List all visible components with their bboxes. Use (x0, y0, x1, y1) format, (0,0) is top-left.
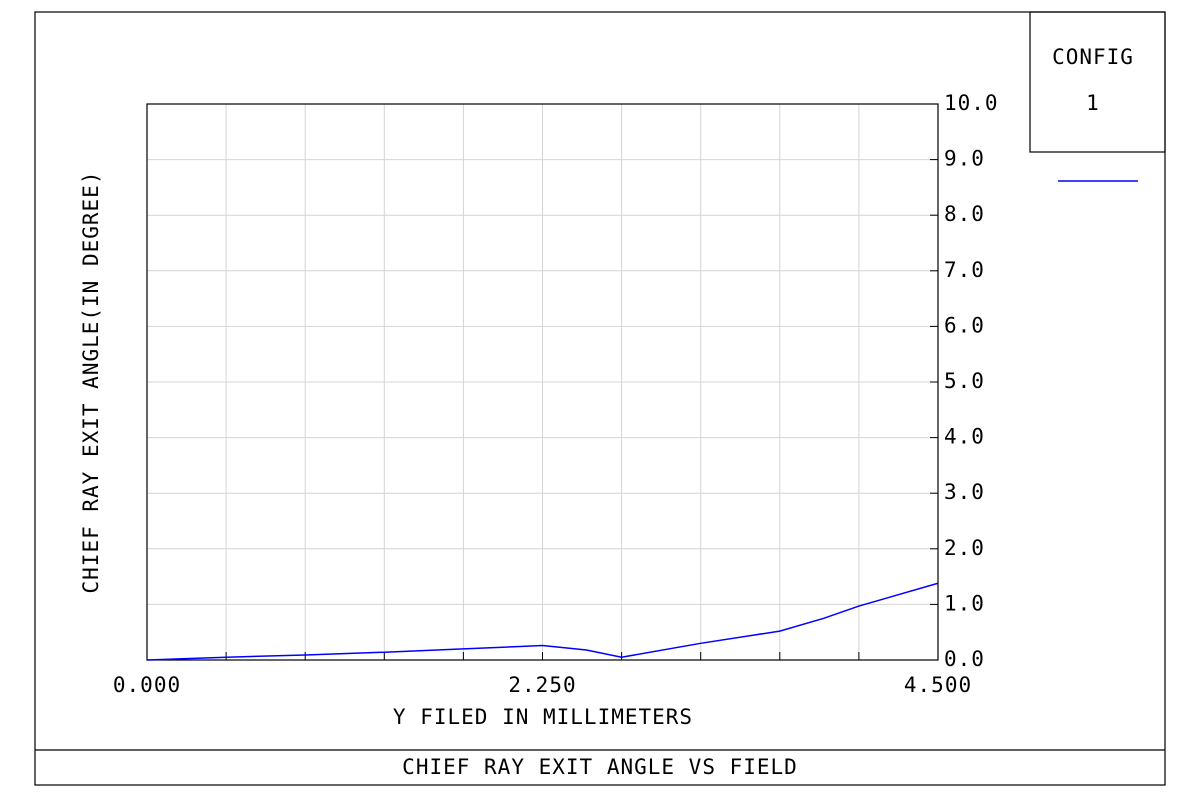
y-tick-label: 6.0 (944, 313, 985, 337)
x-tick-label: 2.250 (508, 673, 576, 697)
legend-title: CONFIG (1052, 45, 1134, 69)
legend-label: 1 (1086, 91, 1100, 115)
y-tick-label: 9.0 (944, 147, 985, 171)
chart-title: CHIEF RAY EXIT ANGLE VS FIELD (402, 755, 798, 779)
data-line (146, 582, 939, 661)
x-axis-label: Y FILED IN MILLIMETERS (393, 705, 693, 729)
y-tick-label: 10.0 (944, 91, 999, 115)
y-tick-label: 8.0 (944, 202, 985, 226)
outer-frame (34, 11, 1166, 786)
y-tick-label: 3.0 (944, 480, 985, 504)
y-tick-label: 2.0 (944, 536, 985, 560)
legend-box (1029, 11, 1166, 153)
y-tick-label: 7.0 (944, 258, 985, 282)
y-axis-label: CHIEF RAY EXIT ANGLE(IN DEGREE) (79, 171, 103, 594)
y-tick-label: 0.0 (944, 647, 985, 671)
x-tick-label: 0.000 (113, 673, 181, 697)
x-tick-label: 4.500 (904, 673, 972, 697)
y-tick-label: 4.0 (944, 425, 985, 449)
y-tick-label: 5.0 (944, 369, 985, 393)
y-tick-label: 1.0 (944, 591, 985, 615)
